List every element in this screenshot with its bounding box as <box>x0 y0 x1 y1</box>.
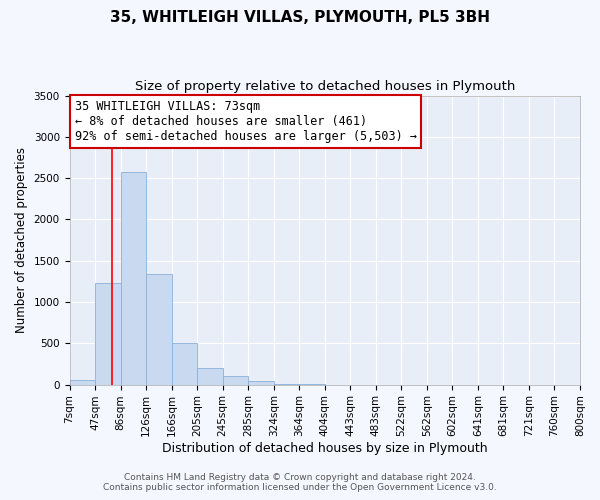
Text: 35, WHITLEIGH VILLAS, PLYMOUTH, PL5 3BH: 35, WHITLEIGH VILLAS, PLYMOUTH, PL5 3BH <box>110 10 490 25</box>
Bar <box>95 283 121 384</box>
Text: Contains HM Land Registry data © Crown copyright and database right 2024.
Contai: Contains HM Land Registry data © Crown c… <box>103 473 497 492</box>
Bar <box>197 368 223 384</box>
Bar <box>248 382 274 384</box>
Bar <box>172 344 197 384</box>
Bar <box>70 380 95 384</box>
X-axis label: Distribution of detached houses by size in Plymouth: Distribution of detached houses by size … <box>162 442 488 455</box>
Y-axis label: Number of detached properties: Number of detached properties <box>15 147 28 333</box>
Title: Size of property relative to detached houses in Plymouth: Size of property relative to detached ho… <box>134 80 515 93</box>
Bar <box>146 274 172 384</box>
Bar <box>121 172 146 384</box>
Text: 35 WHITLEIGH VILLAS: 73sqm
← 8% of detached houses are smaller (461)
92% of semi: 35 WHITLEIGH VILLAS: 73sqm ← 8% of detac… <box>74 100 416 143</box>
Bar <box>223 376 248 384</box>
